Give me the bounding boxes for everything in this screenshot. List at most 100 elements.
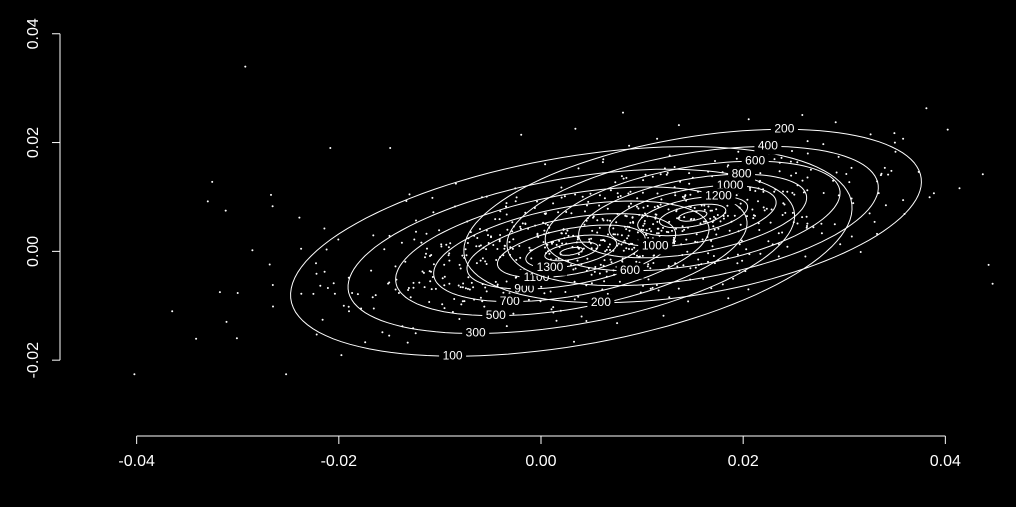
scatter-point — [624, 215, 626, 217]
scatter-point — [490, 235, 492, 237]
scatter-point — [564, 195, 566, 197]
scatter-point — [467, 242, 469, 244]
scatter-point — [471, 282, 473, 284]
y-tick-label: -0.02 — [25, 342, 42, 379]
scatter-point — [543, 241, 545, 243]
scatter-point — [319, 285, 321, 287]
scatter-point — [429, 280, 431, 282]
scatter-point — [609, 249, 611, 251]
scatter-point — [422, 271, 424, 273]
scatter-point — [835, 121, 837, 123]
scatter-point — [316, 334, 318, 336]
scatter-point — [445, 244, 447, 246]
scatter-point — [887, 174, 889, 176]
scatter-point — [734, 215, 736, 217]
scatter-point — [444, 276, 446, 278]
scatter-point — [821, 232, 823, 234]
scatter-point — [577, 260, 579, 262]
scatter-point — [658, 289, 660, 291]
scatter-point — [666, 231, 668, 233]
scatter-point — [585, 320, 587, 322]
scatter-point — [625, 177, 627, 179]
scatter-point — [428, 301, 430, 303]
scatter-point — [357, 293, 359, 295]
scatter-point — [480, 244, 482, 246]
scatter-point — [637, 231, 639, 233]
scatter-point — [408, 287, 410, 289]
scatter-point — [619, 281, 621, 283]
scatter-point — [285, 373, 287, 375]
scatter-point — [801, 114, 803, 116]
scatter-point — [678, 124, 680, 126]
contour-label-500: 500 — [486, 308, 506, 322]
scatter-point — [618, 243, 620, 245]
scatter-point — [598, 205, 600, 207]
scatter-point — [720, 220, 722, 222]
scatter-point — [499, 218, 501, 220]
scatter-point — [784, 212, 786, 214]
scatter-point — [522, 222, 524, 224]
scatter-point — [660, 198, 662, 200]
scatter-point — [540, 286, 542, 288]
scatter-point — [410, 296, 412, 298]
scatter-point — [607, 219, 609, 221]
scatter-point — [736, 262, 738, 264]
scatter-point — [767, 240, 769, 242]
scatter-point — [604, 250, 606, 252]
scatter-point — [486, 290, 488, 292]
scatter-point — [515, 277, 517, 279]
scatter-point — [609, 243, 611, 245]
scatter-point — [602, 158, 604, 160]
scatter-point — [656, 221, 658, 223]
scatter-point — [650, 230, 652, 232]
scatter-point — [674, 194, 676, 196]
scatter-point — [465, 248, 467, 250]
scatter-point — [561, 197, 563, 199]
scatter-point — [520, 134, 522, 136]
scatter-point — [409, 193, 411, 195]
scatter-point — [602, 161, 604, 163]
scatter-point — [650, 288, 652, 290]
scatter-point — [804, 256, 806, 258]
scatter-point — [784, 204, 786, 206]
scatter-point — [401, 242, 403, 244]
scatter-point — [572, 269, 574, 271]
scatter-point — [624, 240, 626, 242]
scatter-point — [610, 189, 612, 191]
scatter-point — [486, 263, 488, 265]
scatter-point — [722, 283, 724, 285]
scatter-point — [851, 236, 853, 238]
scatter-point — [588, 238, 590, 240]
scatter-point — [548, 253, 550, 255]
scatter-point — [836, 172, 838, 174]
scatter-point — [646, 229, 648, 231]
scatter-point — [621, 234, 623, 236]
scatter-point — [467, 276, 469, 278]
scatter-point — [440, 243, 442, 245]
scatter-point — [874, 221, 876, 223]
scatter-point — [590, 193, 592, 195]
scatter-point — [607, 246, 609, 248]
scatter-point — [298, 217, 300, 219]
scatter-point — [628, 145, 630, 147]
scatter-point — [687, 300, 689, 302]
scatter-point — [574, 281, 576, 283]
scatter-point — [683, 229, 685, 231]
scatter-point — [746, 199, 748, 201]
scatter-point — [543, 292, 545, 294]
scatter-point — [512, 248, 514, 250]
scatter-point — [741, 240, 743, 242]
scatter-point — [570, 212, 572, 214]
scatter-point — [642, 255, 644, 257]
scatter-point — [782, 214, 784, 216]
scatter-point — [550, 291, 552, 293]
scatter-point — [506, 281, 508, 283]
contour-label-200-b: 200 — [591, 295, 611, 309]
scatter-point — [752, 217, 754, 219]
scatter-point — [322, 319, 324, 321]
scatter-point — [712, 245, 714, 247]
scatter-point — [415, 220, 417, 222]
scatter-point — [807, 140, 809, 142]
scatter-point — [530, 257, 532, 259]
scatter-point — [736, 194, 738, 196]
